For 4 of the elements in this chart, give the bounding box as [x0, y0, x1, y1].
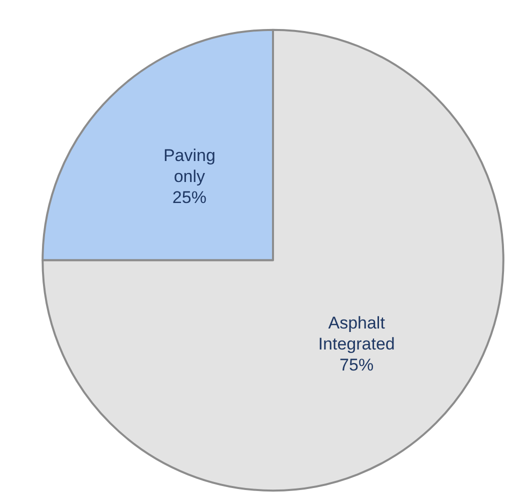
slice-label: Asphalt Integrated	[318, 313, 395, 354]
data-label: 75%	[340, 355, 374, 374]
slice-label: Paving only	[163, 146, 216, 186]
data-label: 25%	[172, 188, 206, 208]
